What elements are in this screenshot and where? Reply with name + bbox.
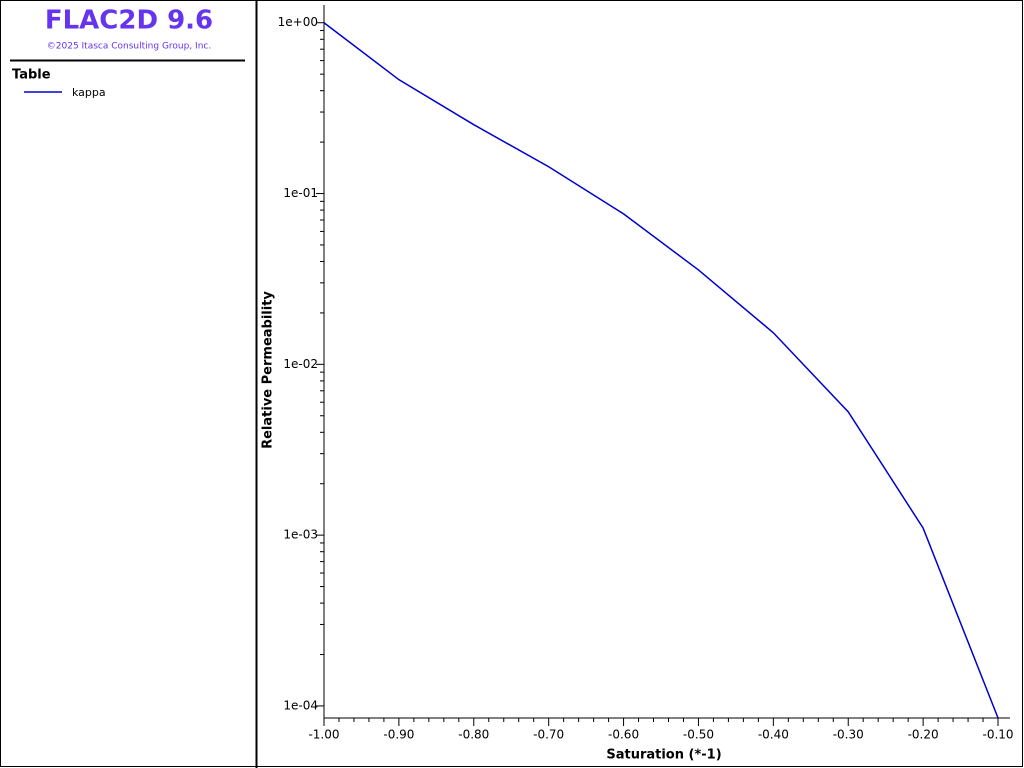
y-tick-label: 1e-02 (283, 357, 318, 371)
x-tick-label: -0.20 (908, 728, 939, 742)
y-tick-label: 1e-01 (283, 186, 318, 200)
x-axis-label: Saturation (*-1) (606, 748, 721, 763)
x-tick-label: -0.80 (458, 728, 489, 742)
x-tick-label: -0.90 (383, 728, 414, 742)
y-tick-label: 1e+00 (278, 15, 318, 29)
app-title: FLAC2D 9.6 (45, 6, 213, 36)
x-tick-label: -0.50 (683, 728, 714, 742)
copyright: ©2025 Itasca Consulting Group, Inc. (47, 42, 211, 52)
legend-title: Table (12, 68, 51, 83)
x-tick-label: -0.40 (758, 728, 789, 742)
x-tick-label: -0.10 (982, 728, 1013, 742)
legend-label: kappa (72, 86, 106, 99)
x-tick-label: -1.00 (308, 728, 339, 742)
x-tick-label: -0.70 (533, 728, 564, 742)
y-tick-label: 1e-03 (283, 528, 318, 542)
x-tick-label: -0.30 (833, 728, 864, 742)
y-axis-label: Relative Permeability (261, 291, 276, 449)
data-line (323, 22, 999, 719)
y-tick-label: 1e-04 (283, 698, 318, 712)
x-tick-label: -0.60 (608, 728, 639, 742)
